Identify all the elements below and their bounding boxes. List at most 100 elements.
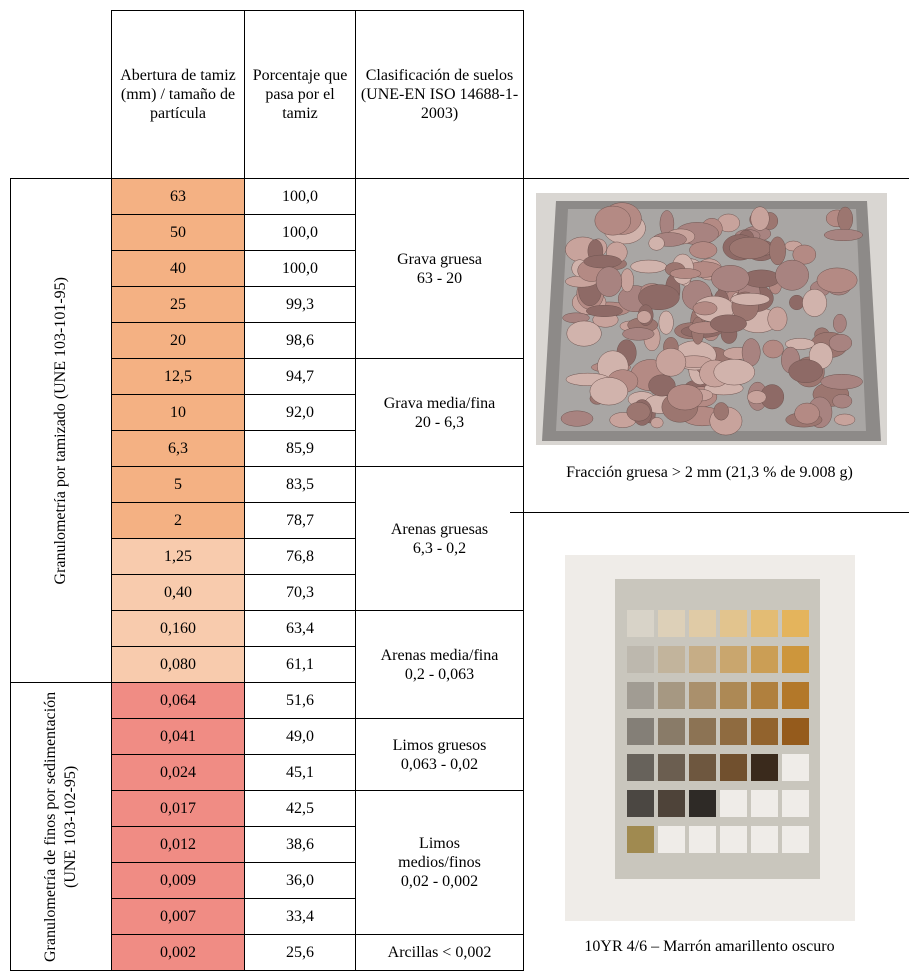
percent-cell: 36,0 xyxy=(244,862,356,899)
data-row: 50 100,0 xyxy=(11,214,524,251)
size-cell: 12,5 xyxy=(111,358,245,395)
size-cell: 0,40 xyxy=(111,574,245,611)
class-cell: Limos gruesos 0,063 - 0,02 xyxy=(355,718,524,791)
class-name: Limos medios/finos xyxy=(398,835,481,871)
class-range: 6,3 - 0,2 xyxy=(412,539,467,557)
data-row: 5 83,5 Arenas gruesas 6,3 - 0,2 xyxy=(11,466,524,611)
percent-cell: 100,0 xyxy=(244,250,356,287)
percent-cell: 63,4 xyxy=(244,610,356,647)
size-cell: 50 xyxy=(111,214,245,251)
size-cell: 2 xyxy=(111,502,245,539)
percent-cell: 76,8 xyxy=(244,538,356,575)
percent-cell: 25,6 xyxy=(244,934,356,971)
percent-cell: 85,9 xyxy=(244,430,356,467)
size-cell: 5 xyxy=(111,466,245,503)
class-name: Grava gruesa xyxy=(397,250,482,268)
class-range: 0,02 - 0,002 xyxy=(400,873,479,890)
class-name: Arenas gruesas xyxy=(390,520,489,538)
data-row: 1,25 76,8 xyxy=(11,538,524,575)
size-cell: 63 xyxy=(111,178,245,215)
class-range: 63 - 20 xyxy=(416,269,463,287)
data-row: 20 98,6 xyxy=(11,322,524,359)
method-label: Granulometría de finos por sedimentación… xyxy=(42,691,79,962)
class-cell: Grava gruesa 63 - 20 xyxy=(355,178,524,359)
class-range: 20 - 6,3 xyxy=(414,413,465,431)
data-row: Granulometría de finos por sedimentación… xyxy=(10,682,524,971)
class-name: Arcillas < 0,002 xyxy=(387,944,492,961)
percent-cell: 51,6 xyxy=(244,682,356,719)
divider xyxy=(510,512,909,513)
size-cell: 0,002 xyxy=(111,934,245,971)
header-cell: Porcentaje que pasa por el tamiz xyxy=(244,10,356,179)
percent-cell: 45,1 xyxy=(244,754,356,791)
data-row: 0,041 49,0 Limos gruesos 0,063 - 0,02 xyxy=(11,718,524,791)
blank-cell xyxy=(10,10,112,179)
header-cell: Abertura de tamiz (mm) / tamaño de partí… xyxy=(111,10,245,179)
data-row: Granulometría por tamizado (UNE 103-101-… xyxy=(10,178,524,683)
data-row: 10 92,0 xyxy=(11,394,524,431)
method-cell: Granulometría de finos por sedimentación… xyxy=(10,682,112,971)
percent-cell: 99,3 xyxy=(244,286,356,323)
granulometry-table: Abertura de tamiz (mm) / tamaño de partí… xyxy=(10,10,524,971)
size-cell: 0,160 xyxy=(111,610,245,647)
class-name: Arenas media/fina xyxy=(380,646,499,664)
data-row: 25 99,3 xyxy=(11,286,524,323)
divider xyxy=(510,178,909,179)
size-cell: 0,064 xyxy=(111,682,245,719)
class-name: Grava media/fina xyxy=(383,394,496,412)
class-cell: Arenas gruesas 6,3 - 0,2 xyxy=(355,466,524,611)
class-cell: Limos medios/finos 0,02 - 0,002 xyxy=(355,790,524,935)
figure-caption: Fracción gruesa > 2 mm (21,3 % de 9.008 … xyxy=(566,464,853,481)
data-row: 0,160 63,4 Arenas media/fina 0,2 - 0,063 xyxy=(11,610,524,719)
size-cell: 0,080 xyxy=(111,646,245,683)
percent-cell: 61,1 xyxy=(244,646,356,683)
percent-cell: 92,0 xyxy=(244,394,356,431)
size-cell: 10 xyxy=(111,394,245,431)
percent-cell: 98,6 xyxy=(244,322,356,359)
percent-cell: 42,5 xyxy=(244,790,356,827)
data-row: 6,3 85,9 xyxy=(11,430,524,467)
class-range: 0,2 - 0,063 xyxy=(404,665,475,683)
percent-cell: 49,0 xyxy=(244,718,356,755)
size-cell: 0,041 xyxy=(111,718,245,755)
size-cell: 0,024 xyxy=(111,754,245,791)
class-cell: Grava media/fina 20 - 6,3 xyxy=(355,358,524,467)
figure-caption: 10YR 4/6 – Marrón amarillento oscuro xyxy=(584,938,835,955)
percent-cell: 94,7 xyxy=(244,358,356,395)
percent-cell: 33,4 xyxy=(244,898,356,935)
size-cell: 0,009 xyxy=(111,862,245,899)
size-cell: 1,25 xyxy=(111,538,245,575)
coarse-fraction-photo xyxy=(536,193,887,445)
data-row: 12,5 94,7 Grava media/fina 20 - 6,3 xyxy=(11,358,524,467)
size-cell: 0,007 xyxy=(111,898,245,935)
size-cell: 20 xyxy=(111,322,245,359)
percent-cell: 78,7 xyxy=(244,502,356,539)
percent-cell: 70,3 xyxy=(244,574,356,611)
data-row: 40 100,0 xyxy=(11,250,524,287)
data-row: 0,080 61,1 xyxy=(11,646,524,683)
data-row: 0,017 42,5 Limos medios/finos 0,02 - 0,002 xyxy=(11,790,524,935)
method-cell: Granulometría por tamizado (UNE 103-101-… xyxy=(10,178,112,683)
class-name: Limos gruesos xyxy=(392,736,487,754)
method-label: Granulometría por tamizado (UNE 103-101-… xyxy=(52,276,69,585)
size-cell: 6,3 xyxy=(111,430,245,467)
size-cell: 0,012 xyxy=(111,826,245,863)
percent-cell: 100,0 xyxy=(244,214,356,251)
size-cell: 40 xyxy=(111,250,245,287)
size-cell: 0,017 xyxy=(111,790,245,827)
header-row: Abertura de tamiz (mm) / tamaño de partí… xyxy=(10,10,524,179)
data-row: 0,002 25,6 Arcillas < 0,002 xyxy=(11,934,524,971)
percent-cell: 83,5 xyxy=(244,466,356,503)
class-range: 0,063 - 0,02 xyxy=(400,755,479,773)
data-row: 0,012 38,6 xyxy=(11,826,524,863)
size-cell: 25 xyxy=(111,286,245,323)
data-row: 0,40 70,3 xyxy=(11,574,524,611)
percent-cell: 38,6 xyxy=(244,826,356,863)
class-cell: Arcillas < 0,002 xyxy=(355,934,524,971)
data-row: 0,009 36,0 xyxy=(11,862,524,899)
class-cell: Arenas media/fina 0,2 - 0,063 xyxy=(355,610,524,719)
header-cell: Clasificación de suelos (UNE-EN ISO 1468… xyxy=(355,10,524,179)
percent-cell: 100,0 xyxy=(244,178,356,215)
munsell-chart-photo xyxy=(565,555,855,921)
